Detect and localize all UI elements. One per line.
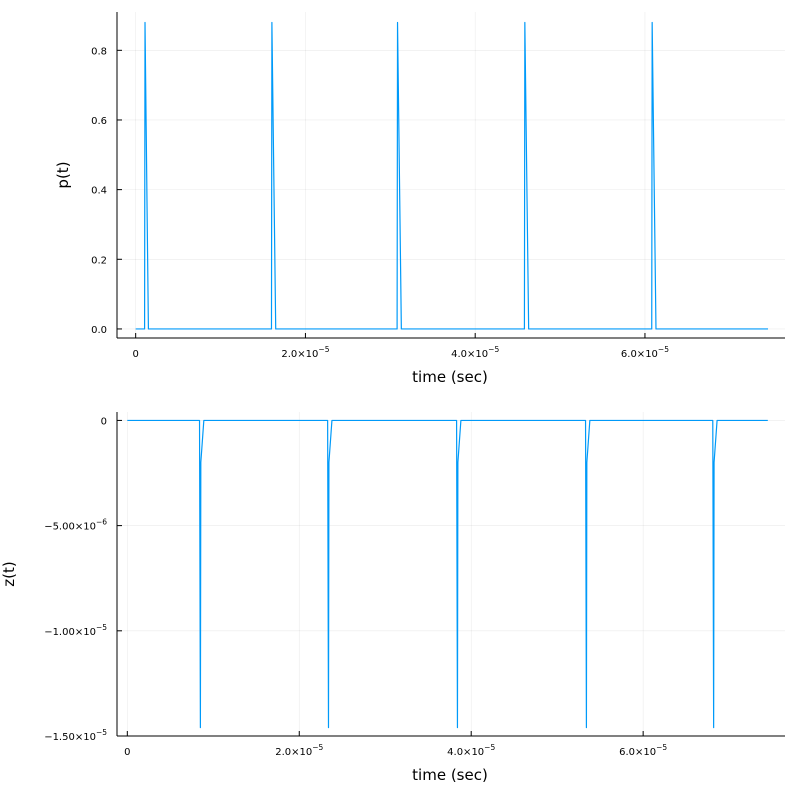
x-tick-label: 6.0×10−5: [621, 345, 669, 360]
y-tick-label: 0.8: [91, 46, 107, 57]
x-tick-label: 4.0×10−5: [447, 743, 495, 758]
y-tick-label: −5.00×10−6: [44, 518, 107, 533]
plot-panel-z: 0 2.0×10−5 4.0×10−5 6.0×10−5 0 −5.00×10−6 −1.0…: [0, 412, 785, 784]
x-tick-label: 6.0×10−5: [619, 743, 667, 758]
y-tick-label: 0.2: [91, 255, 107, 266]
x-tick-label: 0: [132, 349, 138, 360]
y-axis-title: p(t): [54, 161, 72, 188]
x-tick-label: 2.0×10−5: [275, 743, 323, 758]
series-line: [127, 419, 768, 729]
y-tick-label: 0.4: [91, 186, 107, 197]
y-tick-label: 0.0: [91, 325, 107, 336]
series-line: [135, 21, 769, 330]
x-axis-title: time (sec): [412, 766, 488, 784]
y-tick-label: 0.6: [91, 116, 107, 127]
y-tick-label: 0: [101, 416, 107, 427]
x-tick-label: 0: [124, 747, 130, 758]
x-tick-label: 4.0×10−5: [451, 345, 499, 360]
y-tick-label: −1.50×10−5: [44, 728, 107, 743]
y-tick-label: −1.00×10−5: [44, 623, 107, 638]
y-axis-title: z(t): [0, 561, 18, 586]
x-axis-title: time (sec): [412, 368, 488, 386]
plot-panel-p: 0 2.0×10−5 4.0×10−5 6.0×10−5 0.0 0.2 0.4 0.6 0.8…: [54, 12, 785, 386]
x-tick-label: 2.0×10−5: [281, 345, 329, 360]
